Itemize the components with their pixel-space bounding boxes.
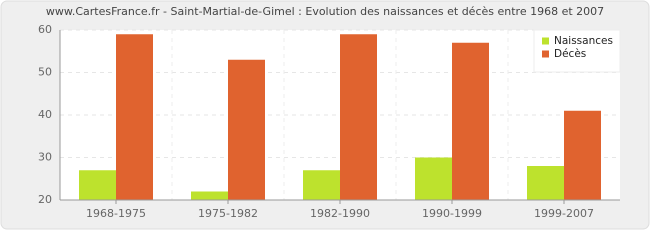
bar: [303, 170, 340, 200]
x-tick-label: 1968-1975: [86, 207, 146, 220]
bar: [527, 166, 564, 200]
x-tick-label: 1999-2007: [534, 207, 594, 220]
y-tick-label: 30: [38, 151, 52, 164]
legend-label: Décès: [554, 48, 586, 60]
y-tick-label: 20: [38, 193, 52, 206]
bar: [415, 157, 452, 200]
legend-label: Naissances: [554, 35, 613, 47]
x-tick-label: 1982-1990: [310, 207, 370, 220]
legend-swatch: [542, 50, 549, 58]
bar: [191, 191, 228, 200]
chart: www.CartesFrance.fr - Saint-Martial-de-G…: [0, 0, 650, 230]
legend-swatch: [542, 37, 549, 45]
y-tick-label: 50: [38, 66, 52, 79]
chart-title: www.CartesFrance.fr - Saint-Martial-de-G…: [46, 5, 604, 18]
bar: [79, 170, 116, 200]
bar: [564, 110, 601, 200]
x-tick-label: 1975-1982: [198, 207, 258, 220]
page: {"chart_data": {"type": "bar", "title": …: [0, 0, 650, 230]
y-tick-label: 60: [38, 23, 52, 36]
bar: [228, 59, 265, 200]
x-tick-label: 1990-1999: [422, 207, 482, 220]
bar: [452, 42, 489, 200]
bar: [340, 34, 377, 200]
y-tick-label: 40: [38, 108, 52, 121]
bar: [116, 34, 153, 200]
